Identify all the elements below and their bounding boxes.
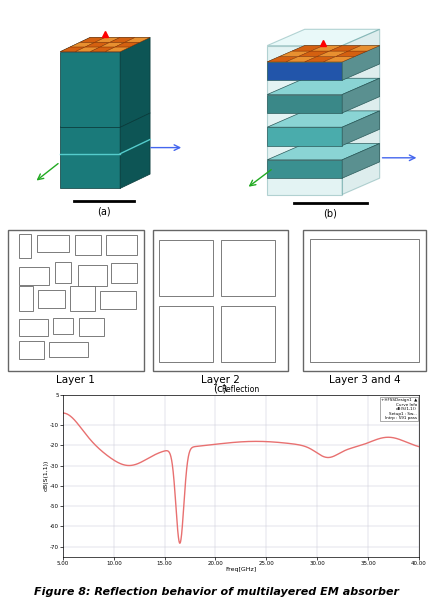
Polygon shape [342,29,380,194]
Polygon shape [317,51,349,56]
Polygon shape [267,62,342,80]
Polygon shape [100,42,125,47]
Polygon shape [267,56,299,62]
Text: (c): (c) [214,383,227,394]
Bar [38,290,65,308]
Polygon shape [267,78,380,95]
Polygon shape [267,46,342,194]
Polygon shape [330,46,361,51]
Bar [53,318,72,334]
Polygon shape [90,47,115,52]
Polygon shape [299,51,330,56]
Text: Figure 8: Reflection behavior of multilayered EM absorber: Figure 8: Reflection behavior of multila… [34,587,400,597]
Polygon shape [342,46,380,80]
Polygon shape [342,78,380,113]
Text: +HFSSDesign1  ▲
Curve Info
dB(S(1,1))
Setup1 : Sw...
Intrp : 591 pass: +HFSSDesign1 ▲ Curve Info dB(S(1,1)) Set… [381,398,417,421]
Polygon shape [336,51,367,56]
Polygon shape [75,47,100,52]
Polygon shape [267,29,380,46]
Polygon shape [323,56,355,62]
Polygon shape [85,42,110,47]
X-axis label: Freq[GHz]: Freq[GHz] [225,568,256,572]
Bar [36,235,69,252]
Bar [310,238,419,362]
Polygon shape [80,37,105,42]
Polygon shape [342,111,380,146]
Polygon shape [120,113,150,188]
Polygon shape [305,56,336,62]
Bar [55,262,71,283]
Bar [159,306,213,362]
Polygon shape [105,47,130,52]
Text: Layer 2: Layer 2 [201,374,240,385]
Polygon shape [267,127,342,146]
Polygon shape [60,113,150,127]
Y-axis label: dB(S(1,1)): dB(S(1,1)) [43,460,48,491]
Bar [79,318,104,336]
Polygon shape [267,95,342,113]
Polygon shape [60,47,85,52]
Bar [221,240,275,296]
Text: Layer 3 and 4: Layer 3 and 4 [329,374,401,385]
Polygon shape [292,46,323,51]
Polygon shape [267,160,342,178]
Polygon shape [60,37,150,52]
Bar [8,230,144,370]
Polygon shape [267,111,380,127]
Polygon shape [110,37,135,42]
Bar [19,233,31,258]
Polygon shape [286,56,317,62]
Bar [111,263,137,283]
Polygon shape [60,127,120,188]
Bar [100,291,136,310]
Bar [106,235,137,255]
Bar [75,235,101,255]
Bar [19,319,48,336]
Bar [159,240,213,296]
Polygon shape [115,42,140,47]
Polygon shape [95,37,120,42]
Polygon shape [342,143,380,178]
Bar [19,266,49,284]
Polygon shape [70,42,95,47]
Text: (b): (b) [323,209,337,219]
Polygon shape [349,46,380,51]
Bar [303,230,426,370]
Polygon shape [60,52,120,127]
Bar [19,341,44,359]
Bar [78,265,108,286]
Text: Layer 1: Layer 1 [56,374,95,385]
Polygon shape [311,46,342,51]
Polygon shape [125,37,150,42]
Bar [19,286,33,311]
Bar [221,306,275,362]
Polygon shape [120,37,150,127]
Bar [49,343,88,357]
Polygon shape [279,51,311,56]
Polygon shape [267,46,380,62]
Text: (a): (a) [97,207,111,217]
Title: Reflection: Reflection [222,385,260,394]
Polygon shape [267,143,380,160]
Bar [153,230,288,370]
Bar [70,286,95,311]
